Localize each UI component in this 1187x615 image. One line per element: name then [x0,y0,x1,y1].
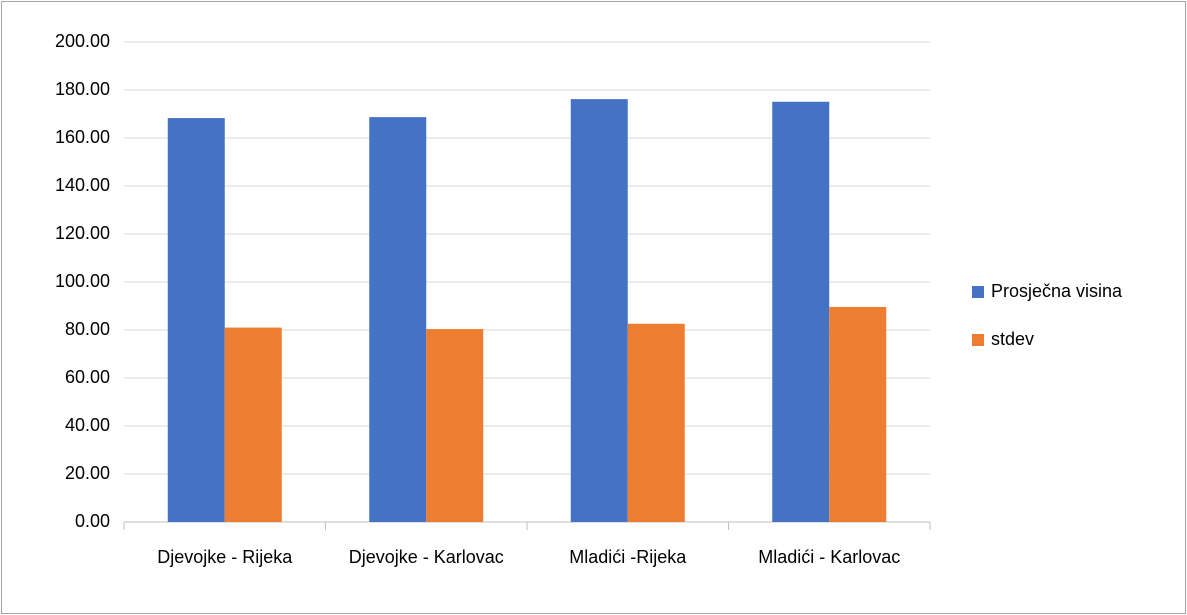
bar [224,327,282,522]
y-tick-label: 40.00 [65,415,110,435]
bar [772,101,830,522]
y-tick-label: 120.00 [55,223,110,243]
bar [570,99,628,523]
bar [627,323,685,522]
legend-label: Prosječna visina [991,281,1123,301]
bar [167,118,225,522]
x-tick-label: Djevojke - Karlovac [348,547,504,567]
y-tick-label: 180.00 [55,79,110,99]
y-tick-label: 160.00 [55,127,110,147]
y-tick-label: 0.00 [75,511,110,531]
x-tick-label: Djevojke - Rijeka [157,547,293,567]
bar [369,117,427,523]
bar [829,306,887,522]
x-tick-label: Mladići - Karlovac [758,547,901,567]
legend-label: stdev [991,329,1034,349]
y-tick-label: 80.00 [65,319,110,339]
y-tick-label: 60.00 [65,367,110,387]
y-tick-label: 100.00 [55,271,110,291]
legend-swatch [972,286,984,298]
bar [426,329,484,522]
x-tick-label: Mladići -Rijeka [569,547,687,567]
y-tick-label: 200.00 [55,31,110,51]
y-tick-label: 20.00 [65,463,110,483]
legend-swatch [972,334,984,346]
y-tick-label: 140.00 [55,175,110,195]
